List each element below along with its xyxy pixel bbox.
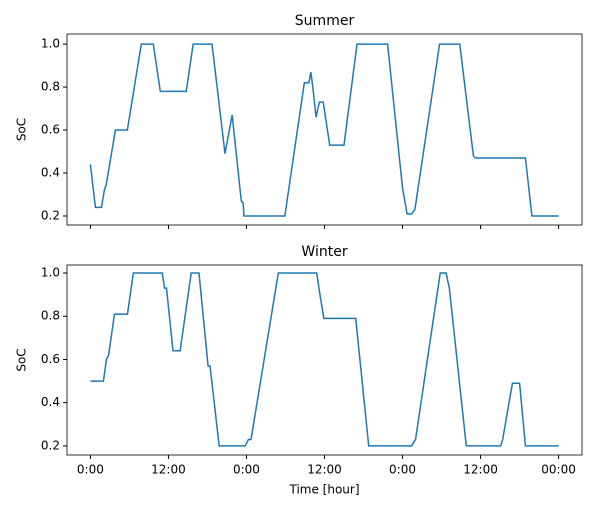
y-tick-label: 0.2 [41, 438, 60, 452]
plot-frame [66, 33, 583, 226]
y-axis-label: SoC [15, 348, 29, 371]
y-tick-label: 0.4 [41, 166, 60, 180]
subplot-title: Summer [295, 13, 355, 29]
y-tick-label: 0.8 [41, 309, 60, 323]
x-tick-label: 0:00 [389, 463, 416, 477]
y-tick-label: 0.6 [41, 123, 60, 137]
series-line [90, 272, 559, 447]
series-line [89, 43, 559, 217]
x-tick-label: 12:00 [463, 463, 498, 477]
plot-frame [66, 264, 583, 456]
y-tick-label: 1.0 [41, 265, 60, 279]
y-tick-label: 0.8 [41, 80, 60, 94]
y-tick-label: 1.0 [41, 37, 60, 51]
x-tick-label: 0:00 [77, 463, 104, 477]
y-axis-label: SoC [15, 118, 29, 141]
y-tick-label: 0.6 [41, 352, 60, 366]
y-tick-label: 0.4 [41, 395, 60, 409]
subplot-title: Winter [301, 244, 347, 260]
subplot: Winter SoC Time [hour] 0.2 0.4 0.6 0.8 1.0 0:00 1… [15, 244, 583, 497]
x-tick-label: 12:00 [307, 463, 342, 477]
x-tick-label: 0:00 [233, 463, 260, 477]
x-tick-label: 00:00 [541, 463, 576, 477]
x-tick-label: 12:00 [151, 463, 186, 477]
subplot: Summer SoC 0.2 0.4 0.6 0.8 1.0 [15, 13, 583, 229]
x-axis-label: Time [hour] [288, 483, 359, 497]
y-tick-label: 0.2 [41, 208, 60, 222]
